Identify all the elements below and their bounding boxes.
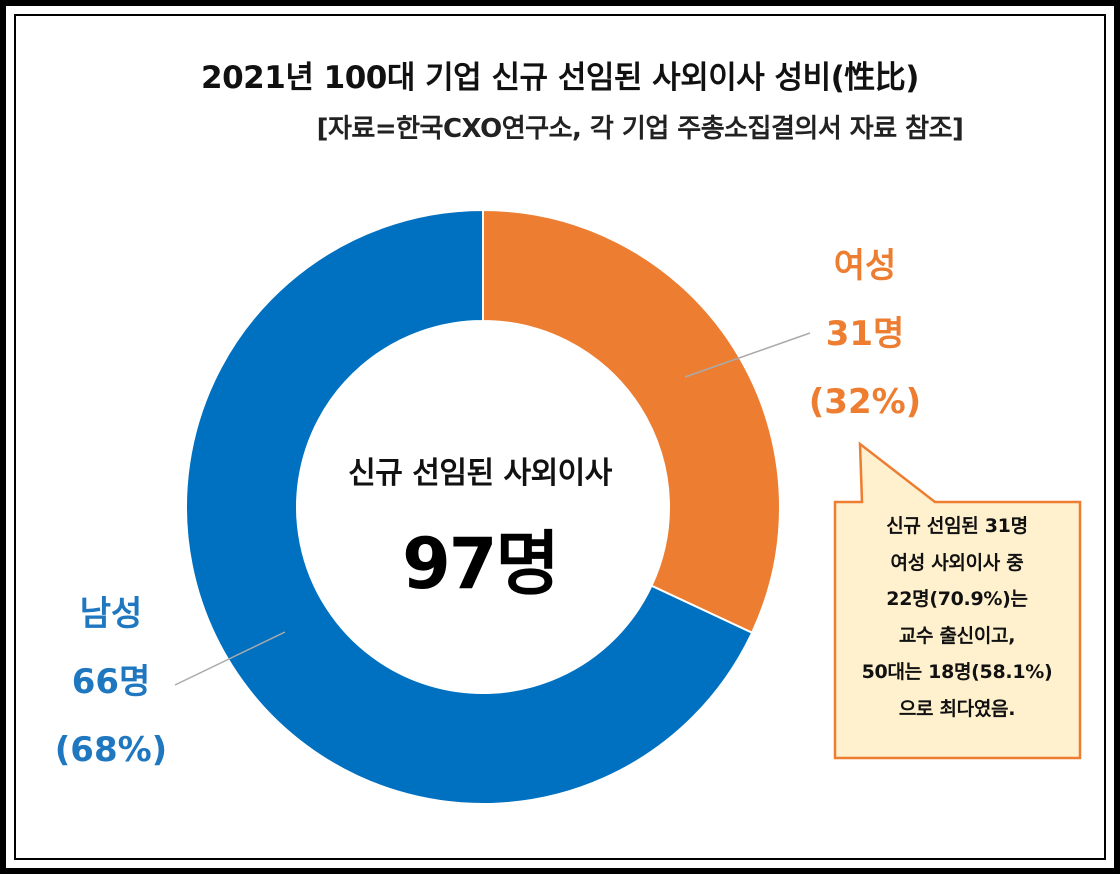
slice-percent-male: (68%) [54,730,168,770]
slice-label-female: 여성 31명 (32%) [790,232,940,436]
chart-subtitle: [자료=한국CXO연구소, 각 기업 주총소집결의서 자료 참조] [316,114,964,144]
callout-line-4: 교수 출신이고, [898,624,1016,647]
slice-name-female: 여성 [833,246,897,286]
callout-line-1: 신규 선임된 31명 [886,515,1028,537]
callout-line-6: 으로 최다였음. [898,697,1016,720]
callout-box [833,441,1082,760]
slice-count-male: 66명 [71,662,151,702]
callout-line-2: 여성 사외이사 중 [890,551,1024,574]
donut-slices [185,208,781,805]
donut-slice-male [185,208,754,805]
slice-label-male: 남성 66명 (68%) [36,580,186,784]
chart-title: 2021년 100대 기업 신규 선임된 사외이사 성비(性比) [201,60,919,96]
leader-line-male [174,631,286,686]
callout-line-5: 50대는 18명(58.1%) [861,661,1053,683]
callout-text: 신규 선임된 31명 여성 사외이사 중 22명(70.9%)는 교수 출신이고… [840,508,1074,727]
donut-slice-female [482,208,781,635]
slice-percent-female: (32%) [808,382,922,422]
center-label: 신규 선임된 사외이사 [348,456,612,491]
slice-name-male: 남성 [79,594,143,634]
center-total: 97명 [402,523,560,605]
inner-frame [14,14,1106,860]
callout-line-3: 22명(70.9%)는 [886,588,1028,610]
leader-line-female [684,332,811,378]
slice-count-female: 31명 [825,314,905,354]
